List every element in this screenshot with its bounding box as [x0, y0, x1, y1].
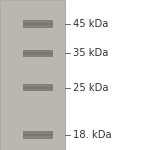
Bar [23, 52, 53, 55]
Bar [23, 50, 53, 57]
Bar [23, 20, 53, 28]
Bar [23, 134, 53, 136]
Bar [23, 131, 53, 139]
Text: 35 kDa: 35 kDa [73, 48, 108, 58]
Text: 45 kDa: 45 kDa [73, 19, 108, 29]
Bar [23, 84, 53, 91]
Text: 18. kDa: 18. kDa [73, 130, 111, 140]
Text: 25 kDa: 25 kDa [73, 83, 108, 93]
Bar [0, 0, 65, 150]
Bar [23, 23, 53, 26]
Bar [23, 87, 53, 89]
